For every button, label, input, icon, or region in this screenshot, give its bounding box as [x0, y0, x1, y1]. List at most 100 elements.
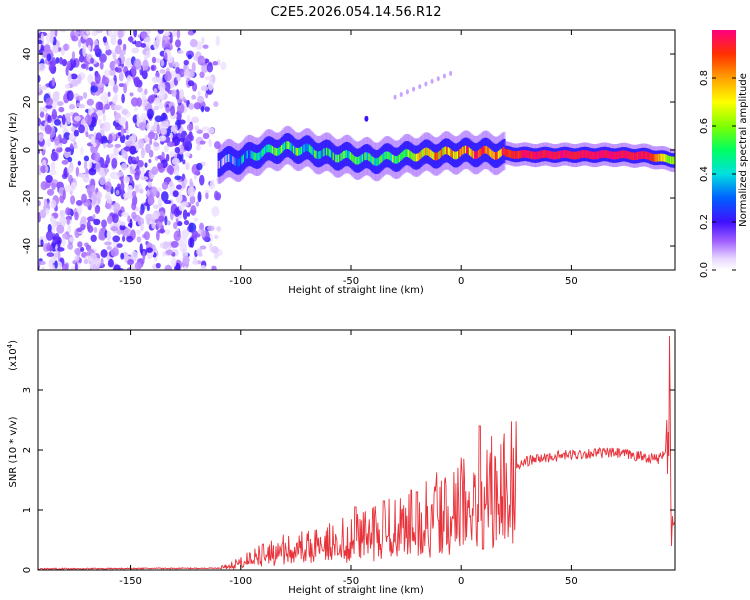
noise-blob	[48, 169, 57, 176]
ridge-core	[288, 142, 292, 150]
ridge-core	[544, 150, 547, 158]
noise-blob	[145, 50, 151, 58]
noise-blob	[112, 235, 121, 243]
noise-blob	[171, 157, 180, 165]
noise-blob	[158, 102, 164, 109]
noise-blob	[61, 137, 68, 145]
colorbar: 0.0 0.2 0.4 0.6 0.8 Normalized spectral ampl…	[699, 30, 749, 278]
spectrogram-marks	[38, 30, 675, 270]
noise-blob	[66, 60, 72, 69]
ridge-core	[517, 150, 521, 159]
noise-blob	[55, 57, 60, 64]
noise-blob	[105, 49, 112, 56]
noise-blob	[99, 61, 104, 70]
noise-blob	[192, 30, 197, 34]
noise-blob	[149, 137, 153, 146]
noise-blob	[174, 39, 181, 48]
ridge-core	[541, 150, 544, 159]
ridge-core	[628, 151, 632, 160]
noise-blob	[81, 193, 87, 204]
noise-blob	[69, 143, 74, 150]
y-tick-label: 20	[22, 96, 33, 109]
ridge-core	[495, 152, 498, 160]
faint-streak	[393, 94, 397, 100]
noise-blob	[220, 61, 227, 71]
noise-blob	[171, 89, 177, 97]
faint-streak	[364, 115, 369, 122]
noise-blob	[177, 103, 185, 114]
ridge-core	[263, 146, 267, 155]
noise-blob	[47, 223, 52, 233]
ridge-core	[652, 153, 656, 162]
noise-blob	[63, 166, 68, 178]
noise-blob	[80, 146, 84, 156]
ridge-core	[414, 153, 417, 162]
ridge-core	[232, 156, 235, 164]
ridge-core	[636, 152, 640, 160]
noise-blob	[131, 65, 137, 76]
noise-blob	[136, 236, 142, 243]
noise-blob	[80, 173, 86, 179]
noise-blob	[88, 168, 97, 176]
noise-blob	[74, 247, 82, 255]
ridge-core	[259, 151, 263, 159]
noise-blob	[75, 199, 83, 206]
noise-blob	[145, 213, 154, 222]
ridge-core	[554, 151, 558, 160]
ridge-core	[537, 151, 540, 160]
noise-blob	[127, 184, 133, 193]
ridge-core	[405, 149, 408, 157]
ridge-core	[217, 161, 220, 169]
ridge-core	[456, 151, 460, 159]
ridge-core	[557, 151, 560, 160]
noise-blob	[40, 165, 47, 174]
ridge-core	[583, 150, 587, 158]
ridge-core	[380, 155, 383, 164]
ridge-core	[247, 150, 251, 158]
ridge-core	[332, 152, 335, 161]
ridge-core	[499, 149, 502, 158]
noise-blob	[172, 61, 180, 68]
ridge-core	[582, 150, 585, 158]
snr-series-line	[38, 335, 675, 570]
ridge-core	[318, 151, 321, 160]
noise-blob	[178, 203, 185, 212]
noise-blob	[61, 263, 69, 270]
noise-blob	[169, 132, 173, 140]
noise-blob	[56, 224, 65, 234]
noise-blob	[95, 161, 101, 173]
noise-blob	[54, 232, 60, 242]
ridge-core	[663, 153, 666, 162]
ridge-core	[653, 154, 657, 162]
noise-blob	[92, 214, 96, 220]
noise-blob	[113, 264, 121, 270]
noise-blob	[46, 138, 51, 148]
ridge-core	[417, 153, 420, 162]
snr-ticks: -150 -100 -50 0 50 0 1 2 3	[22, 330, 675, 587]
noise-blob	[167, 54, 173, 64]
noise-blob	[90, 81, 96, 87]
ridge-core	[467, 146, 470, 155]
ridge-core	[667, 155, 670, 163]
noise-blob	[189, 195, 196, 205]
noise-blob	[84, 114, 93, 125]
colorbar-ticks: 0.0 0.2 0.4 0.6 0.8	[699, 70, 736, 278]
ridge-core	[513, 151, 517, 159]
ridge-core	[388, 151, 391, 160]
noise-blob	[117, 38, 123, 46]
noise-blob	[90, 185, 96, 193]
noise-blob	[140, 32, 147, 40]
ridge-core	[253, 152, 256, 160]
ridge-core	[478, 150, 481, 158]
ridge-core	[270, 145, 273, 153]
ridge-core	[545, 150, 548, 158]
noise-blob	[166, 165, 175, 175]
noise-blob	[212, 60, 218, 66]
noise-blob	[197, 95, 205, 104]
noise-blob	[107, 258, 114, 268]
noise-blob	[183, 265, 188, 270]
noise-blob	[108, 69, 116, 76]
ridge-core	[249, 150, 252, 158]
noise-blob	[189, 237, 195, 248]
ridge-core	[472, 150, 476, 159]
